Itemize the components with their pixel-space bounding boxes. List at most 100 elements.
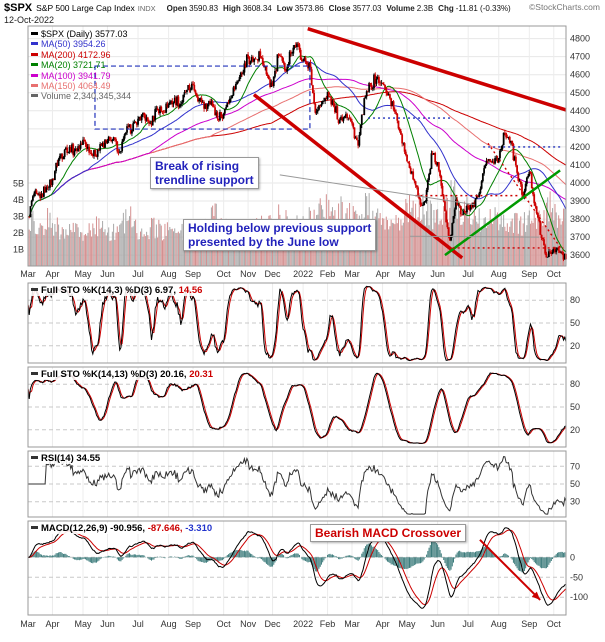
svg-text:Feb: Feb [320,619,336,629]
legend-value: 2,340,345,344 [73,91,132,102]
indicator-swatch-icon [31,526,38,529]
svg-text:Oct: Oct [217,269,232,279]
quote-value: 3577.03 [352,4,382,13]
svg-text:3700: 3700 [570,232,590,242]
svg-text:20: 20 [570,425,580,435]
quote-label: Open [166,4,188,13]
svg-text:Jul: Jul [462,619,474,629]
indicator-swatch-icon [31,288,38,291]
svg-text:70: 70 [570,461,580,471]
separator: , [179,523,183,534]
svg-text:-50: -50 [570,572,583,582]
separator: , [142,523,146,534]
indicator-label: MACD(12,26,9) [41,523,108,534]
trendline-overlays [94,27,567,260]
svg-text:2022: 2022 [293,619,313,629]
macd-crossover-arrow [479,539,541,601]
svg-text:1B: 1B [13,245,24,255]
svg-text:Sep: Sep [185,619,201,629]
annotation-text: presented by the June low [188,235,339,249]
svg-text:4700: 4700 [570,52,590,62]
legend-item: Volume 2,340,345,344 [31,91,131,101]
svg-text:Sep: Sep [185,269,201,279]
macd-signal-line [28,529,567,606]
rsi-value: 34.55 [76,453,101,464]
sto-fast-d-value: 14.56 [178,285,203,296]
sto-slow-k-line [27,372,567,444]
svg-text:4000: 4000 [570,178,590,188]
index-name: S&P 500 Large Cap Index [36,3,135,13]
legend-item: MA(150) 4064.49 [31,81,131,91]
header-line1: $SPX S&P 500 Large Cap Index INDX Open 35… [4,2,603,14]
quote-label: Close [328,4,351,13]
svg-text:Nov: Nov [240,619,257,629]
indicator-swatch-icon [31,456,38,459]
separator: , [173,285,176,296]
svg-text:2022: 2022 [293,269,313,279]
svg-text:50: 50 [570,402,580,412]
quote-label: Chg [438,4,454,13]
svg-text:-100: -100 [570,592,588,602]
legend-label: MA(200) [41,49,79,60]
legend-value: 3954.26 [73,39,106,50]
legend-value: 3941.79 [78,70,111,81]
svg-text:4300: 4300 [570,124,590,134]
legend-item: $SPX (Daily) 3577.03 [31,29,131,39]
annotation-june-low-support: Holding below previous support presented… [183,219,377,251]
svg-text:Jun: Jun [430,619,445,629]
annotation-trendline-break: Break of rising trendline support [150,157,259,189]
quote-value: -11.81 (-0.33%) [455,4,511,13]
svg-text:4800: 4800 [570,34,590,44]
svg-text:Nov: Nov [240,269,257,279]
legend-item: MA(100) 3941.79 [31,71,131,81]
chart-date: 12-Oct-2022 [4,15,55,25]
sto-slow-title: Full STO %K(14,13) %D(3) 20.16, 20.31 [30,369,216,380]
chart-header: $SPX S&P 500 Large Cap Index INDX Open 35… [4,2,603,25]
svg-text:Aug: Aug [161,619,177,629]
macd-hist-value: -3.310 [185,523,213,534]
sto-slow-k-value: 20.16 [160,369,184,380]
legend-label: $SPX (Daily) [41,29,96,39]
ohlc-quote: Open 3590.83 High 3608.34 Low 3573.86 Close 357… [162,4,511,13]
indicator-label: Full STO %K(14,3) %D(3) [41,285,153,296]
svg-text:Dec: Dec [265,269,282,279]
annotation-bearish-macd-crossover: Bearish MACD Crossover [310,524,467,542]
legend-label: MA(100) [41,70,79,81]
svg-text:Aug: Aug [491,269,507,279]
main-legend: $SPX (Daily) 3577.03 MA(50) 3954.26 MA(200… [31,29,131,102]
panel-border [27,282,567,364]
svg-text:4200: 4200 [570,142,590,152]
indicator-label: RSI(14) [41,453,74,464]
sto-slow-d-value: 20.31 [189,369,213,380]
svg-text:Jun: Jun [100,619,115,629]
svg-text:5B: 5B [13,179,24,189]
panel-border [27,520,567,616]
svg-text:20: 20 [570,341,580,351]
legend-item: MA(50) 3954.26 [31,39,131,49]
sto-fast-k-value: 6.97 [154,285,174,296]
annotation-text: Bearish MACD Crossover [315,526,462,540]
svg-text:Jul: Jul [132,269,144,279]
svg-text:80: 80 [570,379,580,389]
svg-text:May: May [75,269,93,279]
legend-swatch-icon [31,42,38,46]
copyright: ©StockCharts.com [529,2,600,12]
ma-100-line [27,78,567,218]
legend-swatch-icon [31,52,38,56]
legend-value: 3721.71 [73,60,106,71]
svg-text:Jun: Jun [430,269,445,279]
macd-histogram [28,539,567,573]
svg-text:Mar: Mar [20,269,36,279]
quote-value: 3573.86 [294,4,324,13]
arrowhead-icon [531,591,541,600]
separator: , [183,369,187,380]
sto-fast-title: Full STO %K(14,3) %D(3) 6.97, 14.56 [30,285,206,296]
legend-swatch-icon [31,84,38,88]
legend-label: MA(150) [41,81,79,92]
svg-text:May: May [399,269,417,279]
svg-text:Oct: Oct [217,619,232,629]
svg-text:Oct: Oct [547,269,562,279]
legend-value: 4064.49 [78,81,111,92]
legend-value: 3577.03 [95,29,128,39]
